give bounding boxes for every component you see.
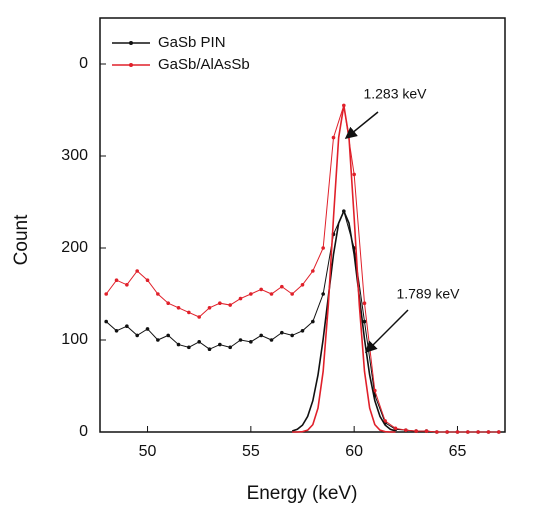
data-point [259, 287, 263, 292]
data-point [362, 301, 367, 306]
data-point [362, 319, 367, 324]
data-point [249, 340, 253, 344]
data-point [280, 330, 284, 335]
series-line [105, 105, 499, 433]
data-point [104, 319, 108, 324]
annotation: 1.789 keV [396, 286, 460, 302]
data-point [311, 319, 315, 324]
data-point [114, 329, 119, 333]
y-tick-label: 300 [61, 147, 88, 164]
data-point [476, 430, 480, 434]
data-point [207, 347, 212, 352]
legend-marker [129, 63, 133, 67]
annotation: 1.283 keV [363, 86, 427, 102]
data-point [156, 338, 160, 342]
data-point [207, 306, 212, 310]
legend-label: GaSb PIN [158, 34, 226, 51]
data-point [228, 303, 232, 307]
data-point [497, 430, 501, 434]
data-point [290, 333, 294, 338]
data-point [197, 340, 201, 344]
data-point [218, 301, 222, 306]
data-point [393, 426, 398, 431]
data-point [176, 342, 181, 347]
data-point [135, 333, 139, 338]
x-axis-label: Energy (keV) [247, 483, 358, 504]
data-point [300, 283, 305, 287]
data-point [331, 135, 336, 140]
x-tick-label: 50 [139, 443, 157, 460]
data-point [404, 428, 408, 432]
fit-line [291, 209, 396, 432]
data-point [197, 315, 201, 319]
y-tick-label: 200 [61, 239, 88, 256]
series-line [105, 209, 499, 433]
data-point [383, 419, 387, 423]
legend-marker [129, 41, 133, 45]
data-point [218, 342, 222, 347]
data-point [145, 278, 150, 283]
data-point [424, 429, 429, 433]
x-tick-label: 60 [345, 443, 363, 460]
data-point [300, 329, 305, 333]
annotation-arrow [364, 309, 409, 354]
data-point [290, 292, 294, 296]
data-point [455, 430, 460, 434]
data-point [238, 296, 243, 301]
data-point [238, 338, 243, 342]
data-point [135, 269, 139, 273]
data-point [145, 327, 150, 331]
data-point [104, 292, 108, 296]
data-point [445, 430, 449, 434]
data-point [269, 338, 274, 342]
data-point [166, 333, 170, 338]
data-point [166, 301, 170, 306]
plot-frame [99, 17, 506, 433]
annotation-arrow [344, 111, 379, 139]
data-point [187, 310, 191, 315]
x-tick-label: 65 [449, 443, 467, 460]
y-tick-label: 0 [79, 55, 88, 72]
data-point [228, 345, 232, 350]
y-tick-label: 100 [61, 331, 88, 348]
y-axis-label: Count [11, 214, 32, 265]
data-point [176, 306, 181, 310]
data-point [269, 292, 274, 296]
data-point [321, 292, 325, 296]
x-tick-label: 55 [242, 443, 260, 460]
fit-line [292, 105, 396, 433]
data-point [486, 430, 491, 434]
data-point [321, 246, 325, 250]
data-point [373, 388, 377, 393]
data-point [125, 283, 129, 287]
data-point [311, 269, 315, 273]
data-point [125, 324, 129, 329]
data-point [259, 333, 263, 338]
data-point [114, 278, 119, 283]
data-point [280, 284, 284, 289]
data-point [435, 430, 439, 434]
data-point [352, 172, 356, 177]
data-point [414, 429, 418, 433]
data-point [249, 292, 253, 296]
legend-label: GaSb/AlAsSb [158, 56, 250, 73]
data-point [466, 430, 470, 434]
y-tick-label: 0 [79, 423, 88, 440]
data-point [187, 345, 191, 350]
data-point [156, 292, 160, 296]
